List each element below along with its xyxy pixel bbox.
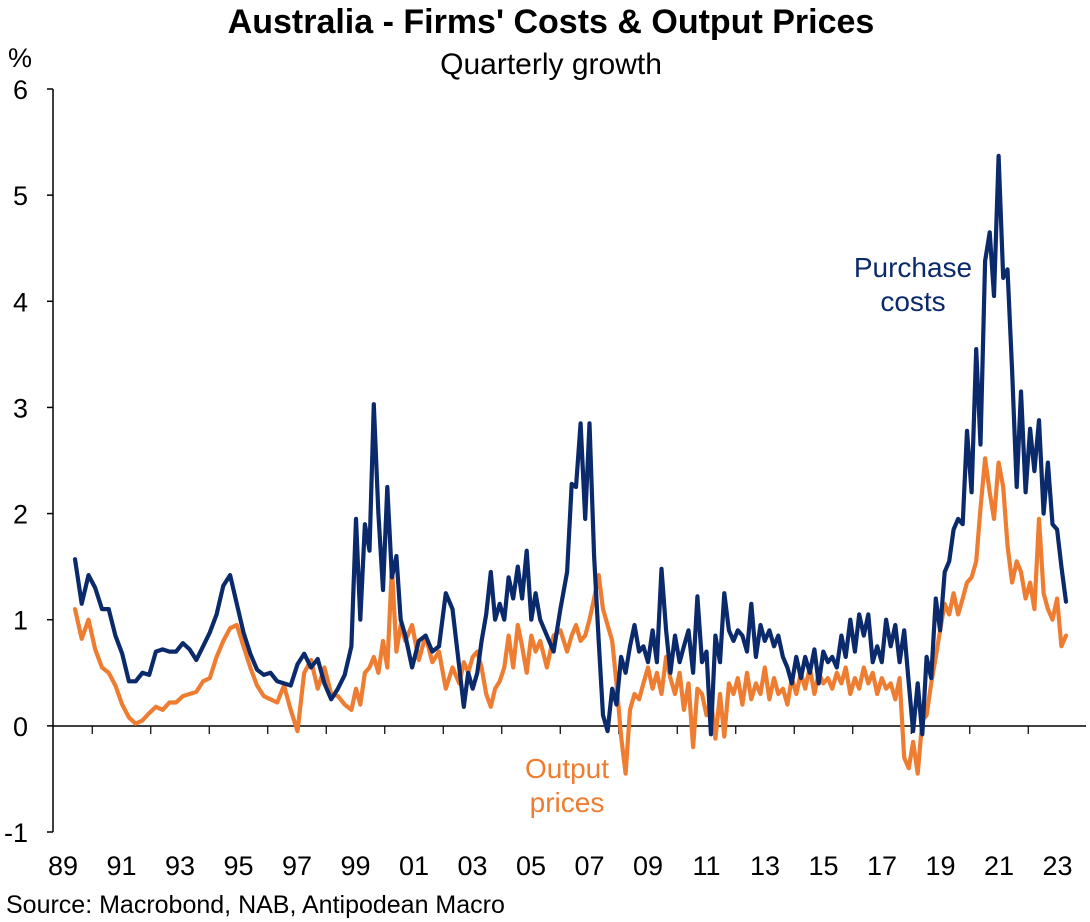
x-tick-label: 99 [340,851,370,881]
x-tick-label: 13 [750,851,780,881]
x-axis-ticks: 89 91 93 95 97 99 01 03 05 07 09 11 13 15 17 19 21 23 [48,726,1073,881]
x-tick-label: 11 [692,851,720,881]
x-tick-label: 05 [516,851,546,881]
purchase-annotation-label: costs [880,286,945,317]
y-tick-label: 4 [13,287,28,317]
y-axis-ticks: 6 5 4 3 2 1 0 -1 [4,75,53,848]
x-tick-label: 19 [925,851,955,881]
chart-title: Australia - Firms' Costs & Output Prices [228,3,875,41]
x-tick-label: 93 [165,851,195,881]
output-series-line [72,456,1069,776]
y-tick-label: 0 [13,712,28,742]
chart-subtitle: Quarterly growth [440,48,662,81]
x-tick-label: 97 [282,851,312,881]
y-tick-label: -1 [4,818,28,848]
x-tick-label: 09 [633,851,663,881]
x-tick-label: 89 [48,851,78,881]
x-tick-label: 95 [223,851,253,881]
x-tick-label: 15 [808,851,838,881]
output-annotation-label: prices [530,787,605,818]
x-tick-label: 01 [399,851,429,881]
x-tick-label: 91 [106,851,136,881]
x-tick-label: 21 [984,851,1014,881]
x-tick-label: 03 [457,851,487,881]
y-tick-label: 6 [13,75,28,105]
output-annotation-label: Output [525,753,609,784]
purchase-annotation-label: Purchase [854,252,972,283]
y-tick-label: 2 [13,500,28,530]
x-tick-label: 23 [1042,851,1072,881]
x-tick-label: 07 [574,851,604,881]
y-axis-unit-label: % [8,43,32,73]
source-note: Source: Macrobond, NAB, Antipodean Macro [6,891,505,919]
x-tick-label: 17 [867,851,897,881]
series-layer [72,153,1069,776]
purchase-series-line [72,153,1069,737]
y-tick-label: 5 [13,181,28,211]
y-tick-label: 3 [13,393,28,423]
y-tick-label: 1 [13,606,28,636]
